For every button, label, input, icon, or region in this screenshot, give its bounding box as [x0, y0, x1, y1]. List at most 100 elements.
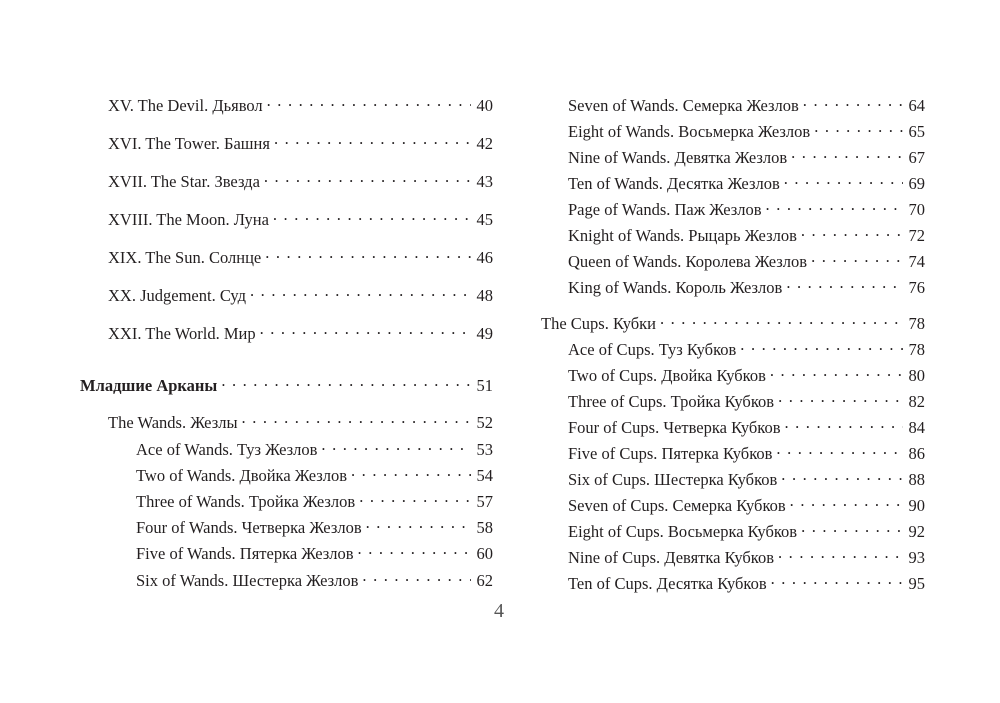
toc-entry: Five of Wands. Пятерка Жезлов 60: [136, 539, 493, 564]
toc-entry-page: 88: [908, 470, 926, 489]
toc-entry-page: 67: [908, 148, 926, 167]
dot-leader: [770, 361, 903, 381]
toc-entry-title: Ace of Wands. Туз Жезлов: [136, 440, 318, 459]
toc-entry-title: XIX. The Sun. Солнце: [108, 248, 262, 267]
toc-entry-page: 51: [476, 376, 494, 395]
toc-entry-page: 95: [908, 574, 926, 593]
dot-leader: [267, 91, 471, 111]
dot-leader: [366, 513, 471, 533]
toc-entry-title: Queen of Wands. Королева Жезлов: [568, 252, 808, 271]
toc-entry-title: XVI. The Tower. Башня: [108, 134, 270, 153]
toc-entry: Ten of Cups. Десятка Кубков 95: [568, 569, 925, 594]
toc-entry-title: The Cups. Кубки: [541, 314, 656, 333]
dot-leader: [778, 387, 902, 407]
toc-entry-title: Eight of Wands. Восьмерка Жезлов: [568, 122, 811, 141]
dot-leader: [358, 539, 471, 559]
toc-entry-page: 49: [476, 324, 494, 343]
toc-entry-title: Ten of Cups. Десятка Кубков: [568, 574, 767, 593]
toc-entry: Eight of Wands. Восьмерка Жезлов 65: [568, 117, 925, 142]
toc-entry-page: 60: [476, 544, 494, 563]
dot-leader: [781, 465, 902, 485]
toc-entry-page: 58: [476, 518, 494, 537]
toc-entry: XV. The Devil. Дьявол 40: [108, 91, 493, 116]
toc-entry: Knight of Wands. Рыцарь Жезлов 72: [568, 221, 925, 246]
toc-entry-page: 64: [908, 96, 926, 115]
toc-entry-page: 62: [476, 571, 494, 590]
dot-leader: [801, 221, 903, 241]
toc-entry-title: Three of Cups. Тройка Кубков: [568, 392, 775, 411]
toc-entry-title: Four of Cups. Четверка Кубков: [568, 418, 781, 437]
dot-leader: [660, 309, 903, 329]
dot-leader: [801, 517, 902, 537]
toc-entry-page: 84: [908, 418, 926, 437]
toc-entry-page: 52: [476, 413, 494, 432]
toc-entry-page: 54: [476, 466, 494, 485]
toc-entry: Six of Wands. Шестерка Жезлов 62: [136, 566, 493, 591]
toc-entry-title: Ten of Wands. Десятка Жезлов: [568, 174, 780, 193]
toc-entry-page: 78: [908, 314, 926, 333]
toc-entry-title: Nine of Cups. Девятка Кубков: [568, 548, 775, 567]
toc-entry: XXI. The World. Мир 49: [108, 319, 493, 344]
toc-entry-title: Two of Cups. Двойка Кубков: [568, 366, 766, 385]
dot-leader: [260, 319, 471, 339]
toc-entry-title: Four of Wands. Четверка Жезлов: [136, 518, 362, 537]
dot-leader: [786, 273, 902, 293]
toc-entry-page: 70: [908, 200, 926, 219]
dot-leader: [803, 91, 903, 111]
toc-entry-title: Младшие Арканы: [80, 376, 218, 395]
dot-leader: [265, 243, 470, 263]
toc-entry: Page of Wands. Паж Жезлов 70: [568, 195, 925, 220]
dot-leader: [776, 439, 902, 459]
dot-leader: [351, 461, 470, 481]
toc-entry-page: 93: [908, 548, 926, 567]
dot-leader: [784, 169, 903, 189]
toc-entry: The Wands. Жезлы 52: [108, 408, 493, 433]
dot-leader: [811, 247, 902, 267]
toc-entry-title: XVIII. The Moon. Луна: [108, 210, 269, 229]
toc-entry-page: 43: [476, 172, 494, 191]
toc-entry-title: Three of Wands. Тройка Жезлов: [136, 492, 356, 511]
toc-entry: Ten of Wands. Десятка Жезлов 69: [568, 169, 925, 194]
toc-entry: Two of Wands. Двойка Жезлов 54: [136, 461, 493, 486]
toc-entry: Ace of Wands. Туз Жезлов 53: [136, 435, 493, 460]
toc-entry-title: Six of Wands. Шестерка Жезлов: [136, 571, 359, 590]
dot-leader: [242, 408, 471, 428]
toc-entry: King of Wands. Король Жезлов 76: [568, 273, 925, 298]
toc-entry-title: Nine of Wands. Девятка Жезлов: [568, 148, 788, 167]
dot-leader: [274, 129, 471, 149]
toc-entry-title: Five of Cups. Пятерка Кубков: [568, 444, 773, 463]
dot-leader: [766, 195, 903, 215]
toc-entry-page: 40: [476, 96, 494, 115]
toc-entry-page: 65: [908, 122, 926, 141]
toc-entry-title: Ace of Cups. Туз Кубков: [568, 340, 737, 359]
toc-entry-title: Eight of Cups. Восьмерка Кубков: [568, 522, 798, 541]
toc-entry-page: 86: [908, 444, 926, 463]
toc-entry: Four of Wands. Четверка Жезлов 58: [136, 513, 493, 538]
toc-entry: Nine of Wands. Девятка Жезлов 67: [568, 143, 925, 168]
dot-leader: [791, 143, 902, 163]
toc-entry: Six of Cups. Шестерка Кубков 88: [568, 465, 925, 490]
toc-entry-title: Six of Cups. Шестерка Кубков: [568, 470, 778, 489]
toc-entry-title: XV. The Devil. Дьявол: [108, 96, 263, 115]
toc-entry-page: 45: [476, 210, 494, 229]
toc-entry-title: Seven of Cups. Семерка Кубков: [568, 496, 786, 515]
toc-entry-title: Seven of Wands. Семерка Жезлов: [568, 96, 799, 115]
toc-entry-page: 48: [476, 286, 494, 305]
dot-leader: [362, 566, 470, 586]
dot-leader: [778, 543, 902, 563]
toc-entry-title: XVII. The Star. Звезда: [108, 172, 260, 191]
toc-entry-title: The Wands. Жезлы: [108, 413, 238, 432]
toc-entry-page: 76: [908, 278, 926, 297]
dot-leader: [771, 569, 903, 589]
toc-entry-page: 90: [908, 496, 926, 515]
toc-entry: Ace of Cups. Туз Кубков 78: [568, 335, 925, 360]
toc-entry: Seven of Wands. Семерка Жезлов 64: [568, 91, 925, 116]
toc-entry: Eight of Cups. Восьмерка Кубков 92: [568, 517, 925, 542]
toc-entry: Three of Cups. Тройка Кубков 82: [568, 387, 925, 412]
toc-entry-title: XX. Judgement. Суд: [108, 286, 247, 305]
toc-entry-page: 72: [908, 226, 926, 245]
dot-leader: [814, 117, 902, 137]
toc-entry: Four of Cups. Четверка Кубков 84: [568, 413, 925, 438]
toc-entry-page: 82: [908, 392, 926, 411]
toc-entry: XVI. The Tower. Башня 42: [108, 129, 493, 154]
